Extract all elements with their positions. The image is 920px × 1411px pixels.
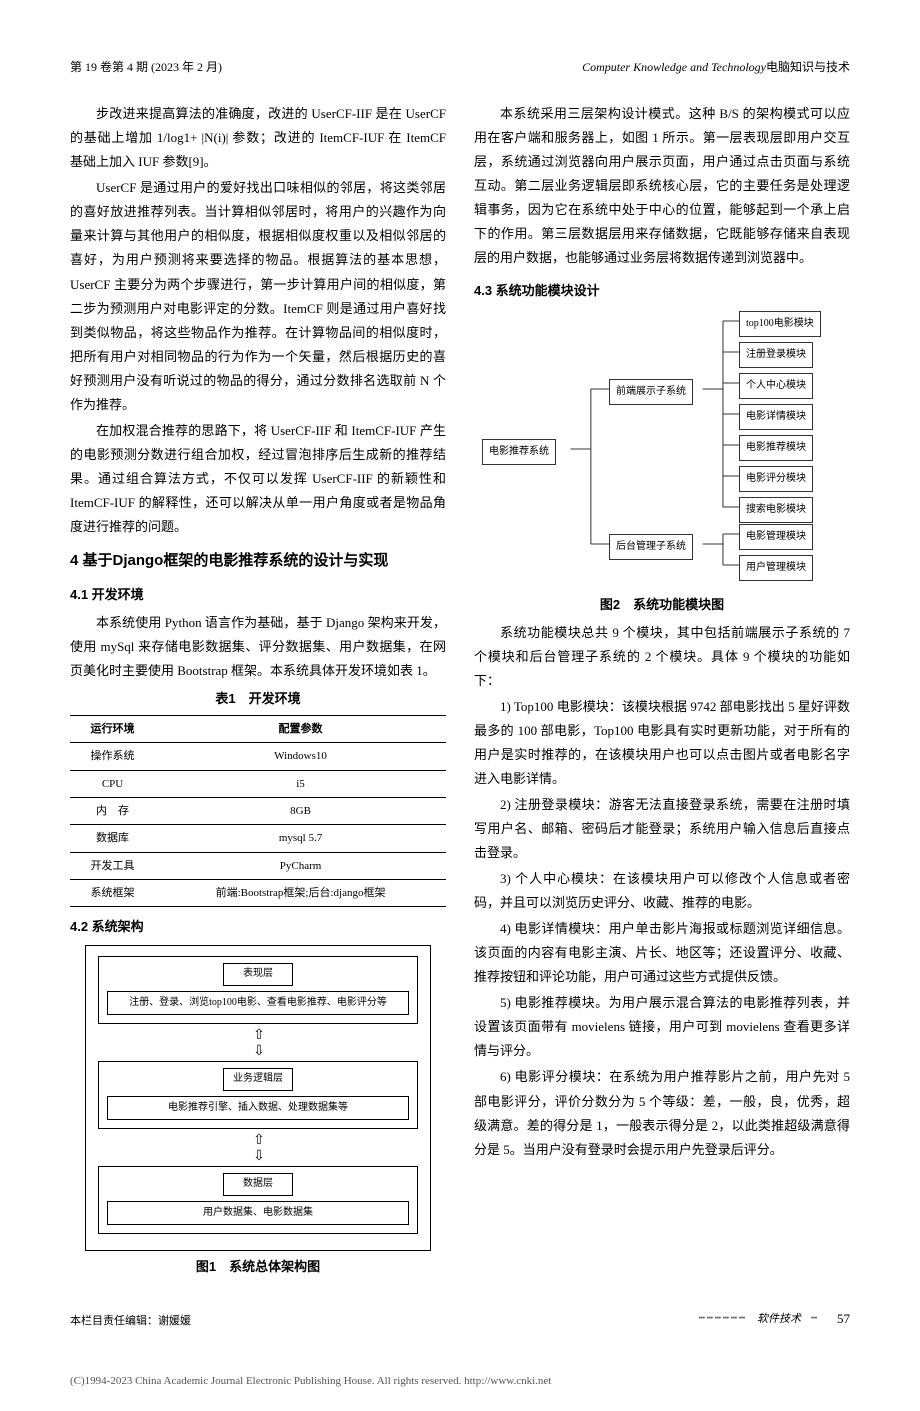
fig1-layer-1: 表现层 注册、登录、浏览top100电影、查看电影推荐、电影评分等 — [98, 956, 418, 1024]
footer-section-label: 软件技术 — [757, 1309, 801, 1329]
fig1-layer-2-body: 电影推荐引擎、插入数据、处理数据集等 — [107, 1096, 409, 1121]
list-item: 3) 个人中心模块：在该模块用户可以修改个人信息或者密码，并且可以浏览历史评分、… — [474, 867, 850, 915]
journal-en: Computer Knowledge and Technology — [582, 60, 766, 74]
right-column: 本系统采用三层架构设计模式。这种 B/S 的架构模式可以应用在客户端和服务器上，… — [474, 102, 850, 1283]
table-cell: 操作系统 — [70, 743, 155, 770]
paragraph: 系统功能模块总共 9 个模块，其中包括前端展示子系统的 7 个模块和后台管理子系… — [474, 621, 850, 693]
figure-1: 表现层 注册、登录、浏览top100电影、查看电影推荐、电影评分等 ⇧⇩ 业务逻… — [85, 945, 431, 1251]
table-cell: 系统框架 — [70, 880, 155, 907]
paragraph: 步改进来提高算法的准确度，改进的 UserCF-IIF 是在 UserCF 的基… — [70, 102, 446, 174]
fig2-leaf-node: 电影评分模块 — [739, 466, 813, 493]
fig2-mid-node-2: 后台管理子系统 — [609, 534, 693, 561]
fig2-leaf-node: top100电影模块 — [739, 311, 821, 338]
fig2-leaf-node: 电影详情模块 — [739, 404, 813, 431]
subsection-heading-4-3: 4.3 系统功能模块设计 — [474, 279, 850, 303]
fig2-leaf-node: 用户管理模块 — [739, 555, 813, 582]
list-item: 2) 注册登录模块：游客无法直接登录系统，需要在注册时填写用户名、邮箱、密码后才… — [474, 793, 850, 865]
fig2-leaf-node: 电影管理模块 — [739, 524, 813, 551]
table-cell: PyCharm — [155, 852, 446, 879]
paragraph: 本系统使用 Python 语言作为基础，基于 Django 架构来开发，使用 m… — [70, 611, 446, 683]
list-item: 4) 电影详情模块：用户单击影片海报或标题浏览详细信息。该页面的内容有电影主演、… — [474, 917, 850, 989]
subsection-heading-4-2: 4.2 系统架构 — [70, 915, 446, 939]
paragraph: 在加权混合推荐的思路下，将 UserCF-IIF 和 ItemCF-IUF 产生… — [70, 419, 446, 539]
page-header: 第 19 卷第 4 期 (2023 年 2 月) Computer Knowle… — [70, 56, 850, 80]
table-cell: 前端:Bootstrap框架;后台:django框架 — [155, 880, 446, 907]
footer-editor: 本栏目责任编辑：谢媛媛 — [70, 1311, 191, 1331]
table-cell: CPU — [70, 770, 155, 797]
footer-right: ┅┅┅┅┅┅ 软件技术 ┅ 57 — [699, 1307, 850, 1331]
journal-cn: 电脑知识与技术 — [766, 60, 850, 74]
table-1: 运行环境 配置参数 操作系统Windows10 CPUi5 内 存8GB 数据库… — [70, 715, 446, 907]
figure-1-caption: 图1 系统总体架构图 — [70, 1255, 446, 1279]
table-cell: 开发工具 — [70, 852, 155, 879]
fig1-layer-3-title: 数据层 — [223, 1173, 293, 1196]
section-heading-4: 4 基于Django框架的电影推荐系统的设计与实现 — [70, 547, 446, 575]
page-footer: 本栏目责任编辑：谢媛媛 ┅┅┅┅┅┅ 软件技术 ┅ 57 — [70, 1307, 850, 1331]
fig1-layer-2: 业务逻辑层 电影推荐引擎、插入数据、处理数据集等 — [98, 1061, 418, 1129]
page: 第 19 卷第 4 期 (2023 年 2 月) Computer Knowle… — [0, 0, 920, 1361]
fig1-arrow-icon: ⇧⇩ — [98, 1028, 418, 1059]
fig1-layer-3: 数据层 用户数据集、电影数据集 — [98, 1166, 418, 1234]
paragraph: UserCF 是通过用户的爱好找出口味相似的邻居，将这类邻居的喜好放进推荐列表。… — [70, 176, 446, 416]
fig2-leaf-node: 注册登录模块 — [739, 342, 813, 369]
table-cell: i5 — [155, 770, 446, 797]
table-header: 配置参数 — [155, 716, 446, 743]
header-right: Computer Knowledge and Technology电脑知识与技术 — [582, 56, 850, 78]
copyright-line: (C)1994-2023 China Academic Journal Elec… — [0, 1361, 920, 1411]
paragraph: 本系统采用三层架构设计模式。这种 B/S 的架构模式可以应用在客户端和服务器上，… — [474, 102, 850, 270]
table-cell: 数据库 — [70, 825, 155, 852]
fig2-leaf-node: 电影推荐模块 — [739, 435, 813, 462]
fig2-leaf-node: 搜索电影模块 — [739, 497, 813, 524]
table-1-caption: 表1 开发环境 — [70, 687, 446, 711]
footer-dots-icon: ┅ — [811, 1310, 819, 1329]
fig1-layer-2-title: 业务逻辑层 — [223, 1068, 293, 1091]
fig1-layer-1-body: 注册、登录、浏览top100电影、查看电影推荐、电影评分等 — [107, 991, 409, 1016]
fig2-mid-node-1: 前端展示子系统 — [609, 379, 693, 406]
fig1-arrow-icon: ⇧⇩ — [98, 1133, 418, 1164]
list-item: 5) 电影推荐模块。为用户展示混合算法的电影推荐列表，并设置该页面带有 movi… — [474, 991, 850, 1063]
fig1-layer-3-body: 用户数据集、电影数据集 — [107, 1201, 409, 1226]
list-item: 1) Top100 电影模块：该模块根据 9742 部电影找出 5 星好评数最多… — [474, 695, 850, 791]
fig2-root-node: 电影推荐系统 — [482, 439, 556, 466]
left-column: 步改进来提高算法的准确度，改进的 UserCF-IIF 是在 UserCF 的基… — [70, 102, 446, 1283]
list-item: 6) 电影评分模块：在系统为用户推荐影片之前，用户先对 5 部电影评分，评价分数… — [474, 1065, 850, 1161]
figure-2: 电影推荐系统 前端展示子系统 后台管理子系统 top100电影模块 注册登录模块… — [474, 309, 850, 589]
table-cell: 内 存 — [70, 798, 155, 825]
table-cell: mysql 5.7 — [155, 825, 446, 852]
fig1-layer-1-title: 表现层 — [223, 963, 293, 986]
table-header: 运行环境 — [70, 716, 155, 743]
page-number: 57 — [837, 1307, 850, 1331]
footer-dots-icon: ┅┅┅┅┅┅ — [699, 1310, 747, 1329]
subsection-heading-4-1: 4.1 开发环境 — [70, 583, 446, 607]
figure-2-caption: 图2 系统功能模块图 — [474, 593, 850, 617]
table-cell: Windows10 — [155, 743, 446, 770]
two-column-body: 步改进来提高算法的准确度，改进的 UserCF-IIF 是在 UserCF 的基… — [70, 102, 850, 1283]
table-cell: 8GB — [155, 798, 446, 825]
fig2-leaf-node: 个人中心模块 — [739, 373, 813, 400]
header-left: 第 19 卷第 4 期 (2023 年 2 月) — [70, 56, 222, 78]
